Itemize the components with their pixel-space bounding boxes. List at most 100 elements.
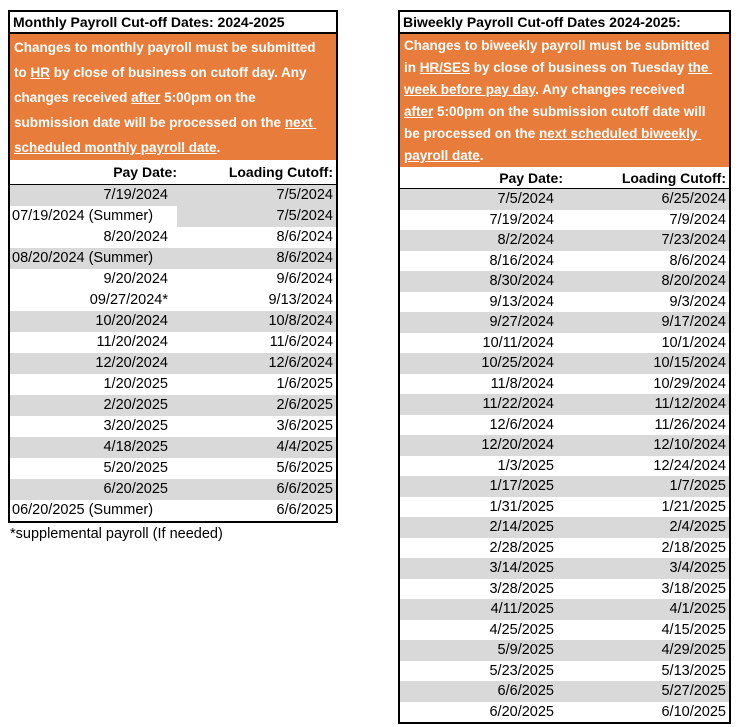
pay-date-cell: 8/2/2024 xyxy=(400,230,563,251)
loading-cutoff-cell: 7/23/2024 xyxy=(563,230,729,251)
loading-cutoff-cell: 10/15/2024 xyxy=(563,353,729,374)
table-row: 5/23/2025 5/13/2025 xyxy=(400,660,729,681)
pay-date-cell: 1/31/2025 xyxy=(400,496,563,517)
table-row: 3/28/2025 3/18/2025 xyxy=(400,578,729,599)
pay-date-cell: 2/20/2025 xyxy=(10,395,177,416)
pay-date-cell: 7/19/2024 xyxy=(400,209,563,230)
pay-date-cell: 10/11/2024 xyxy=(400,332,563,353)
pay-date-cell: 3/28/2025 xyxy=(400,578,563,599)
loading-cutoff-cell: 4/1/2025 xyxy=(563,599,729,620)
table-row: 8/20/2024 8/6/2024 xyxy=(10,227,336,248)
table-row: 7/5/2024 6/25/2024 xyxy=(400,189,729,210)
loading-cutoff-cell: 5/6/2025 xyxy=(177,458,336,479)
pay-date-cell: 08/20/2024 (Summer) xyxy=(10,248,177,269)
loading-cutoff-cell: 12/24/2024 xyxy=(563,455,729,476)
biweekly-rows: 7/5/2024 6/25/2024 7/19/2024 7/9/2024 8/2/20… xyxy=(400,189,729,722)
loading-cutoff-cell: 9/13/2024 xyxy=(177,290,336,311)
note-segment: . Any changes received xyxy=(535,82,685,97)
loading-cutoff-cell: 2/4/2025 xyxy=(563,517,729,538)
table-row: 6/20/2025 6/6/2025 xyxy=(10,479,336,500)
table-row: 9/20/2024 9/6/2024 xyxy=(10,269,336,290)
table-row: 8/16/2024 8/6/2024 xyxy=(400,250,729,271)
table-row: 11/22/2024 11/12/2024 xyxy=(400,394,729,415)
table-row: 5/9/2025 4/29/2025 xyxy=(400,640,729,661)
table-row: 12/20/2024 12/6/2024 xyxy=(10,353,336,374)
pay-date-cell: 10/25/2024 xyxy=(400,353,563,374)
table-row: 2/20/2025 2/6/2025 xyxy=(10,395,336,416)
loading-cutoff-cell: 7/9/2024 xyxy=(563,209,729,230)
loading-cutoff-cell: 5/27/2025 xyxy=(563,681,729,702)
pay-date-cell: 4/18/2025 xyxy=(10,437,177,458)
note-segment: by close of business on cutoff day. Any … xyxy=(14,65,307,105)
pay-date-cell: 6/6/2025 xyxy=(400,681,563,702)
biweekly-loading-cutoff-header: Loading Cutoff: xyxy=(621,169,726,186)
loading-cutoff-cell: 6/6/2025 xyxy=(177,500,336,521)
loading-cutoff-cell: 3/18/2025 xyxy=(563,578,729,599)
loading-cutoff-cell: 1/7/2025 xyxy=(563,476,729,497)
loading-cutoff-cell: 7/5/2024 xyxy=(177,185,336,206)
table-row: 10/25/2024 10/15/2024 xyxy=(400,353,729,374)
table-row: 1/3/2025 12/24/2024 xyxy=(400,455,729,476)
note-segment: the week before pay day xyxy=(404,60,709,97)
table-row: 8/2/2024 7/23/2024 xyxy=(400,230,729,251)
table-row: 2/28/2025 2/18/2025 xyxy=(400,537,729,558)
table-row: 2/14/2025 2/4/2025 xyxy=(400,517,729,538)
monthly-loading-cutoff-header: Loading Cutoff: xyxy=(228,164,333,180)
pay-date-cell: 12/6/2024 xyxy=(400,414,563,435)
note-segment: after xyxy=(131,90,161,105)
monthly-note: Changes to monthly payroll must be submi… xyxy=(10,34,336,160)
loading-cutoff-cell: 1/6/2025 xyxy=(177,374,336,395)
pay-date-cell: 8/20/2024 xyxy=(10,227,177,248)
pay-date-cell: 1/3/2025 xyxy=(400,455,563,476)
monthly-pay-date-header: Pay Date: xyxy=(113,164,177,180)
pay-date-cell: 1/17/2025 xyxy=(400,476,563,497)
pay-date-cell: 3/20/2025 xyxy=(10,416,177,437)
biweekly-column-header-row: Pay Date: Loading Cutoff: xyxy=(400,167,729,189)
table-row: 9/13/2024 9/3/2024 xyxy=(400,291,729,312)
loading-cutoff-cell: 11/26/2024 xyxy=(563,414,729,435)
table-row: 1/17/2025 1/7/2025 xyxy=(400,476,729,497)
pay-date-cell: 7/19/2024 xyxy=(10,185,177,206)
pay-date-cell: 11/20/2024 xyxy=(10,332,177,353)
loading-cutoff-cell: 2/6/2025 xyxy=(177,395,336,416)
loading-cutoff-cell: 6/6/2025 xyxy=(177,479,336,500)
pay-date-cell: 2/14/2025 xyxy=(400,517,563,538)
loading-cutoff-cell: 4/29/2025 xyxy=(563,640,729,661)
supplemental-footnote: *supplemental payroll (If needed) xyxy=(10,526,223,542)
note-segment: HR/SES xyxy=(419,60,471,75)
pay-date-cell: 5/20/2025 xyxy=(10,458,177,479)
table-row: 09/27/2024* 9/13/2024 xyxy=(10,290,336,311)
pay-date-cell: 9/27/2024 xyxy=(400,312,563,333)
pay-date-cell: 9/20/2024 xyxy=(10,269,177,290)
loading-cutoff-cell: 9/3/2024 xyxy=(563,291,729,312)
table-row: 10/11/2024 10/1/2024 xyxy=(400,332,729,353)
loading-cutoff-cell: 11/12/2024 xyxy=(563,394,729,415)
pay-date-cell: 6/20/2025 xyxy=(400,701,563,722)
loading-cutoff-cell: 9/17/2024 xyxy=(563,312,729,333)
pay-date-cell: 3/14/2025 xyxy=(400,558,563,579)
table-row: 4/11/2025 4/1/2025 xyxy=(400,599,729,620)
note-segment: next scheduled monthly payroll date xyxy=(14,115,313,155)
table-row: 8/30/2024 8/20/2024 xyxy=(400,271,729,292)
table-row: 1/31/2025 1/21/2025 xyxy=(400,496,729,517)
pay-date-cell: 6/20/2025 xyxy=(10,479,177,500)
loading-cutoff-cell: 6/25/2024 xyxy=(563,189,729,210)
note-segment: 5:00pm on the submission date will be pr… xyxy=(14,90,282,130)
table-row: 1/20/2025 1/6/2025 xyxy=(10,374,336,395)
table-row: 7/19/2024 7/5/2024 xyxy=(10,185,336,206)
biweekly-payroll-table: Biweekly Payroll Cut-off Dates 2024-2025… xyxy=(398,10,731,724)
loading-cutoff-cell: 7/5/2024 xyxy=(177,206,336,227)
loading-cutoff-cell: 4/4/2025 xyxy=(177,437,336,458)
pay-date-cell: 07/19/2024 (Summer) xyxy=(10,206,177,227)
note-segment: after xyxy=(404,104,434,119)
pay-date-cell: 11/22/2024 xyxy=(400,394,563,415)
table-row: 10/20/2024 10/8/2024 xyxy=(10,311,336,332)
table-row: 4/18/2025 4/4/2025 xyxy=(10,437,336,458)
loading-cutoff-cell: 8/6/2024 xyxy=(177,227,336,248)
note-segment: Changes to monthly payroll must be submi… xyxy=(14,40,316,80)
table-row: 9/27/2024 9/17/2024 xyxy=(400,312,729,333)
monthly-column-header-row: Pay Date: Loading Cutoff: xyxy=(10,160,336,185)
pay-date-cell: 9/13/2024 xyxy=(400,291,563,312)
biweekly-table-title: Biweekly Payroll Cut-off Dates 2024-2025… xyxy=(400,12,729,34)
table-row: 6/6/2025 5/27/2025 xyxy=(400,681,729,702)
